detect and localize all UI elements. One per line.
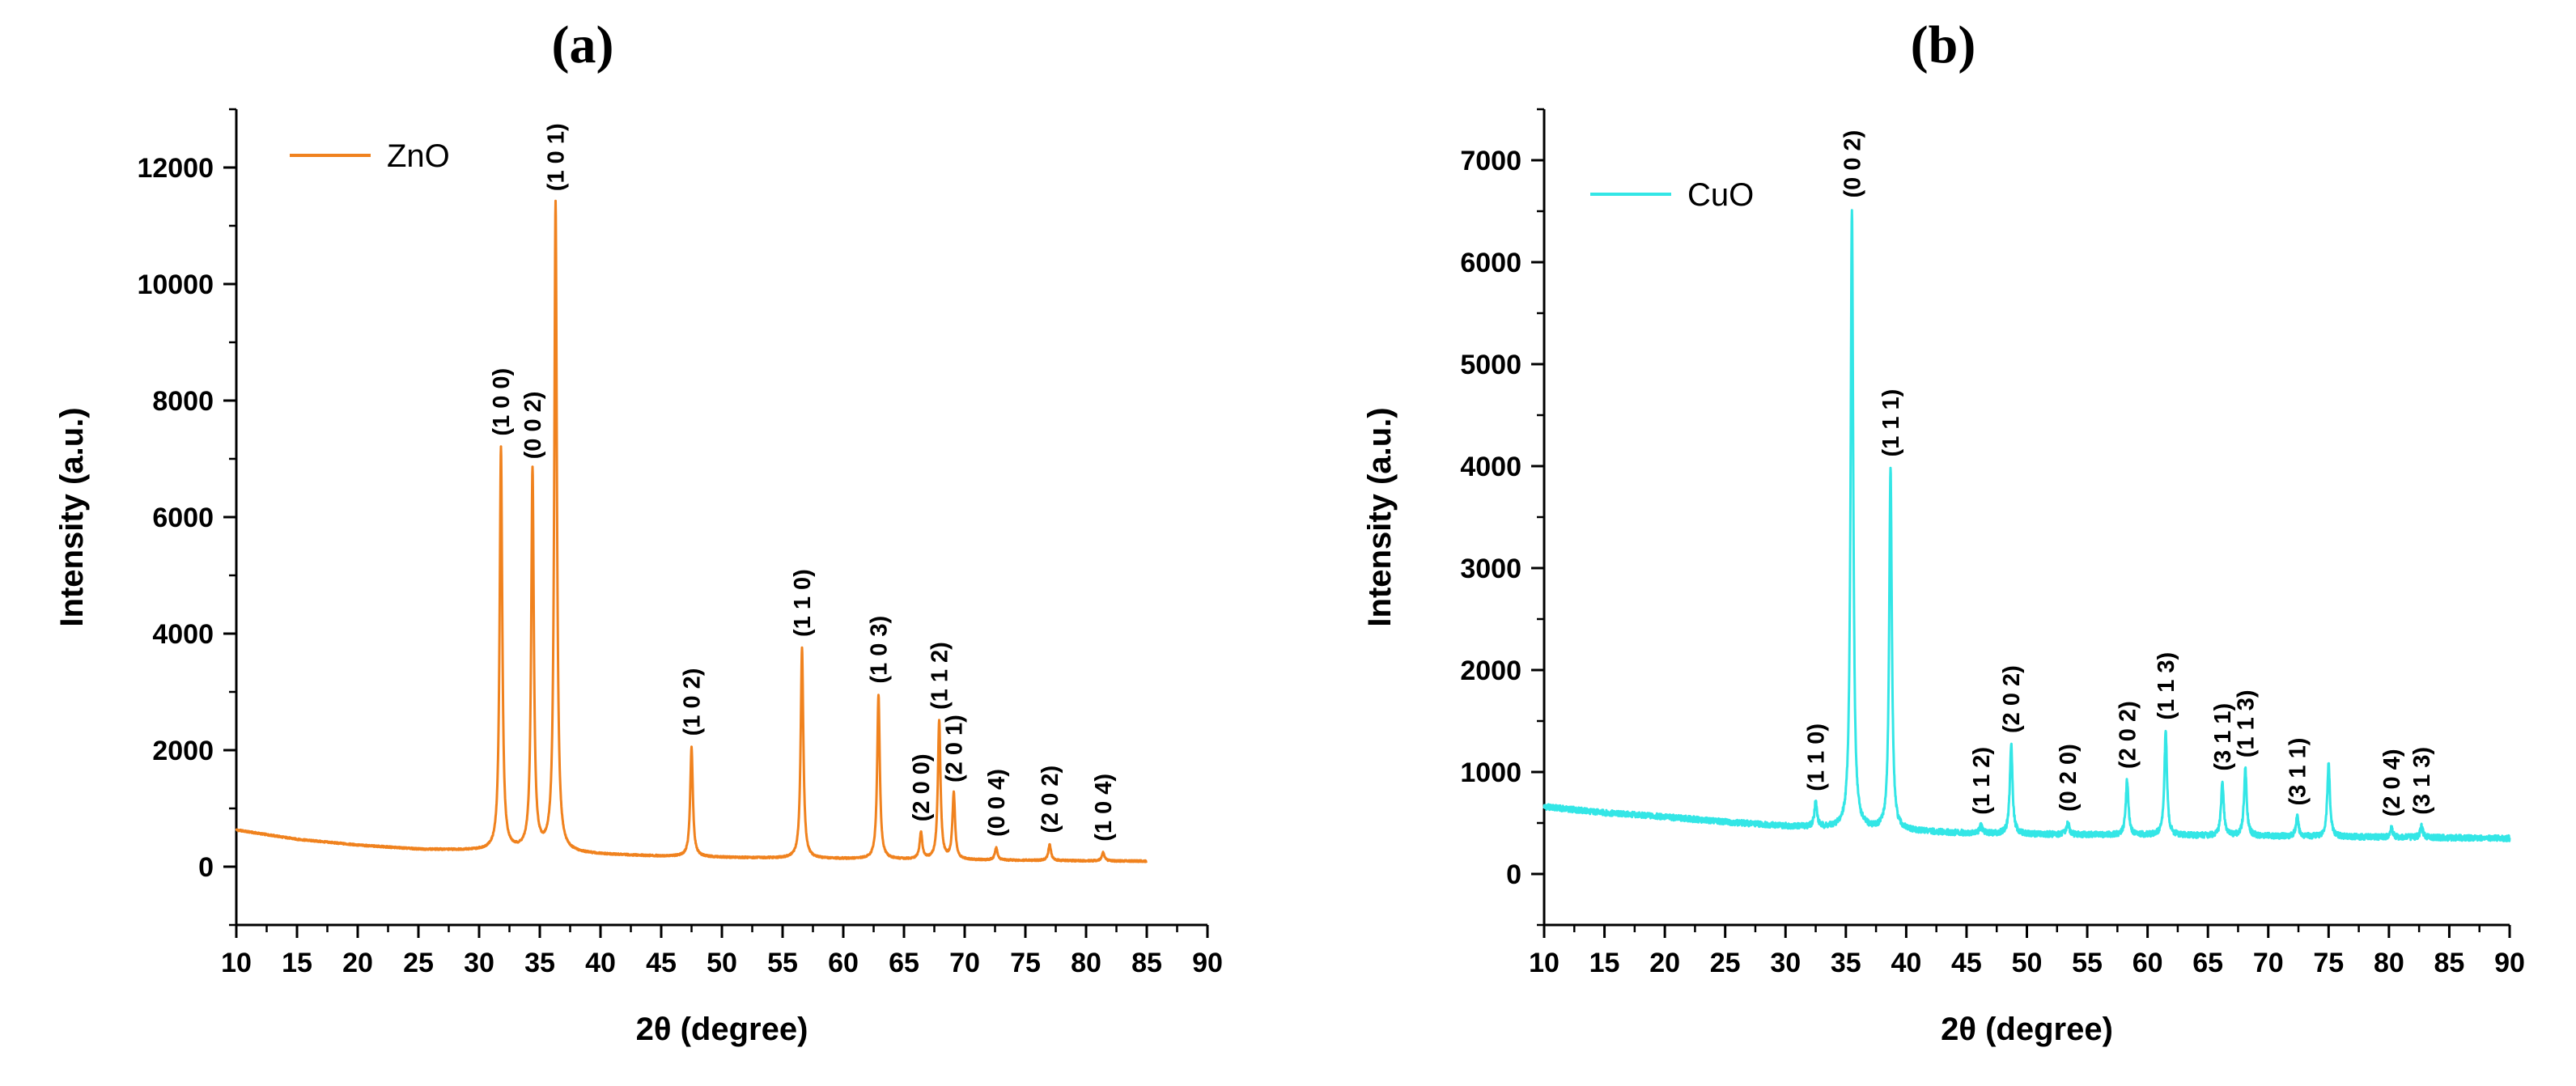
peak-label: (2 0 4) <box>2379 749 2405 817</box>
y-tick-label: 12000 <box>137 153 214 184</box>
y-tick-label: 4000 <box>1460 452 1521 482</box>
y-tick-label: 6000 <box>152 503 214 533</box>
x-tick-label: 60 <box>2133 948 2163 978</box>
x-tick-label: 40 <box>1891 948 1921 978</box>
xrd-pattern-line <box>1543 209 2511 842</box>
x-tick-label: 20 <box>342 948 373 978</box>
x-tick-label: 75 <box>2313 948 2344 978</box>
y-tick-label: 6000 <box>1460 248 1521 278</box>
x-tick-label: 80 <box>2374 948 2404 978</box>
x-tick-label: 45 <box>646 948 677 978</box>
x-tick-label: 55 <box>2072 948 2103 978</box>
peak-label: (2 0 1) <box>942 715 968 783</box>
y-tick-label: 1000 <box>1460 757 1521 788</box>
x-tick-label: 20 <box>1649 948 1680 978</box>
peak-label: (1 0 4) <box>1091 774 1117 842</box>
peak-label: (0 2 0) <box>2056 744 2082 812</box>
peak-label: (2 0 2) <box>1999 665 2025 733</box>
y-tick-label: 2000 <box>152 736 214 766</box>
peak-label: (0 0 2) <box>520 392 546 460</box>
x-axis-title: 2θ (degree) <box>1941 1012 2113 1047</box>
x-tick-label: 10 <box>1529 948 1560 978</box>
x-tick-label: 90 <box>1192 948 1223 978</box>
x-tick-label: 55 <box>767 948 798 978</box>
panel-a: (a) 10 15 20 25 30 35 40 45 50 55 60 65 70 75 80 85 90 0 2… <box>54 15 1223 1047</box>
chart-a-zno: 10 15 20 25 30 35 40 45 50 55 60 65 70 75 80 85 90 0 2000 4… <box>54 108 1223 1047</box>
x-tick-label: 30 <box>464 948 494 978</box>
legend-label: ZnO <box>387 138 450 174</box>
peak-label: (1 0 1) <box>544 123 570 191</box>
x-tick-label: 65 <box>2192 948 2223 978</box>
x-tick-label: 75 <box>1010 948 1041 978</box>
y-tick-label: 5000 <box>1460 350 1521 380</box>
x-tick-label: 25 <box>403 948 434 978</box>
y-axis-title: Intensity (a.u.) <box>54 407 90 626</box>
y-axis-title: Intensity (a.u.) <box>1362 407 1398 626</box>
panel-label-b: (b) <box>1910 15 1976 74</box>
peak-label: (2 0 2) <box>1038 766 1063 834</box>
peak-label: (1 1 3) <box>2154 652 2179 720</box>
x-tick-label: 35 <box>524 948 555 978</box>
x-tick-label: 10 <box>221 948 252 978</box>
peak-label: (2 0 2) <box>2115 701 2141 769</box>
peak-label: (0 0 4) <box>984 769 1010 837</box>
x-tick-label: 85 <box>2434 948 2465 978</box>
peak-label: (1 0 2) <box>680 668 706 736</box>
peak-label: (1 1 3) <box>2233 689 2259 757</box>
peak-label: (1 1 0) <box>790 569 816 637</box>
y-tick-label: 0 <box>198 852 214 883</box>
x-tick-label: 25 <box>1710 948 1741 978</box>
x-tick-label: 15 <box>1589 948 1620 978</box>
y-tick-label: 2000 <box>1460 655 1521 686</box>
x-tick-label: 70 <box>949 948 980 978</box>
legend-label: CuO <box>1687 177 1754 213</box>
peak-label: (1 1 0) <box>1804 723 1830 791</box>
x-tick-label: 15 <box>282 948 312 978</box>
peak-label: (1 1 2) <box>927 642 953 710</box>
peak-label: (3 1 1) <box>2285 738 2311 806</box>
peak-label: (3 1 3) <box>2409 747 2435 815</box>
panel-b: (b) 10 15 20 25 30 35 40 45 50 55 60 65 70 75 80 85 90 0 1… <box>1288 0 2576 1086</box>
x-tick-label: 45 <box>1951 948 1982 978</box>
y-tick-label: 4000 <box>152 619 214 650</box>
x-axis-title: 2θ (degree) <box>636 1012 808 1047</box>
x-tick-label: 40 <box>585 948 616 978</box>
x-tick-label: 85 <box>1131 948 1162 978</box>
peak-label: (1 1 1) <box>1878 389 1904 457</box>
x-tick-label: 35 <box>1831 948 1861 978</box>
panel-label-a: (a) <box>551 15 614 74</box>
y-tick-label: 8000 <box>152 386 214 417</box>
y-tick-label: 7000 <box>1460 146 1521 176</box>
peak-label: (1 0 0) <box>489 368 515 436</box>
x-tick-label: 70 <box>2253 948 2284 978</box>
y-tick-label: 10000 <box>137 269 214 300</box>
x-tick-label: 90 <box>2494 948 2525 978</box>
y-tick-label: 0 <box>1506 859 1521 890</box>
x-tick-label: 30 <box>1770 948 1801 978</box>
x-tick-label: 50 <box>707 948 737 978</box>
peak-label: (1 0 3) <box>867 616 893 684</box>
xrd-pattern-line <box>235 199 1148 863</box>
peak-label: (3 1 1) <box>2210 703 2236 771</box>
x-tick-label: 60 <box>828 948 859 978</box>
peak-label: (2 0 0) <box>909 753 935 821</box>
peak-label: (0 0 2) <box>1840 130 1865 198</box>
x-tick-label: 80 <box>1071 948 1101 978</box>
x-tick-label: 65 <box>889 948 919 978</box>
chart-b-cuo: 10 15 20 25 30 35 40 45 50 55 60 65 70 75 80 85 90 0 1000 2… <box>1362 108 2525 1047</box>
y-tick-label: 3000 <box>1460 554 1521 584</box>
peak-label: (1 1 2) <box>1969 747 1995 815</box>
x-tick-label: 50 <box>2012 948 2043 978</box>
